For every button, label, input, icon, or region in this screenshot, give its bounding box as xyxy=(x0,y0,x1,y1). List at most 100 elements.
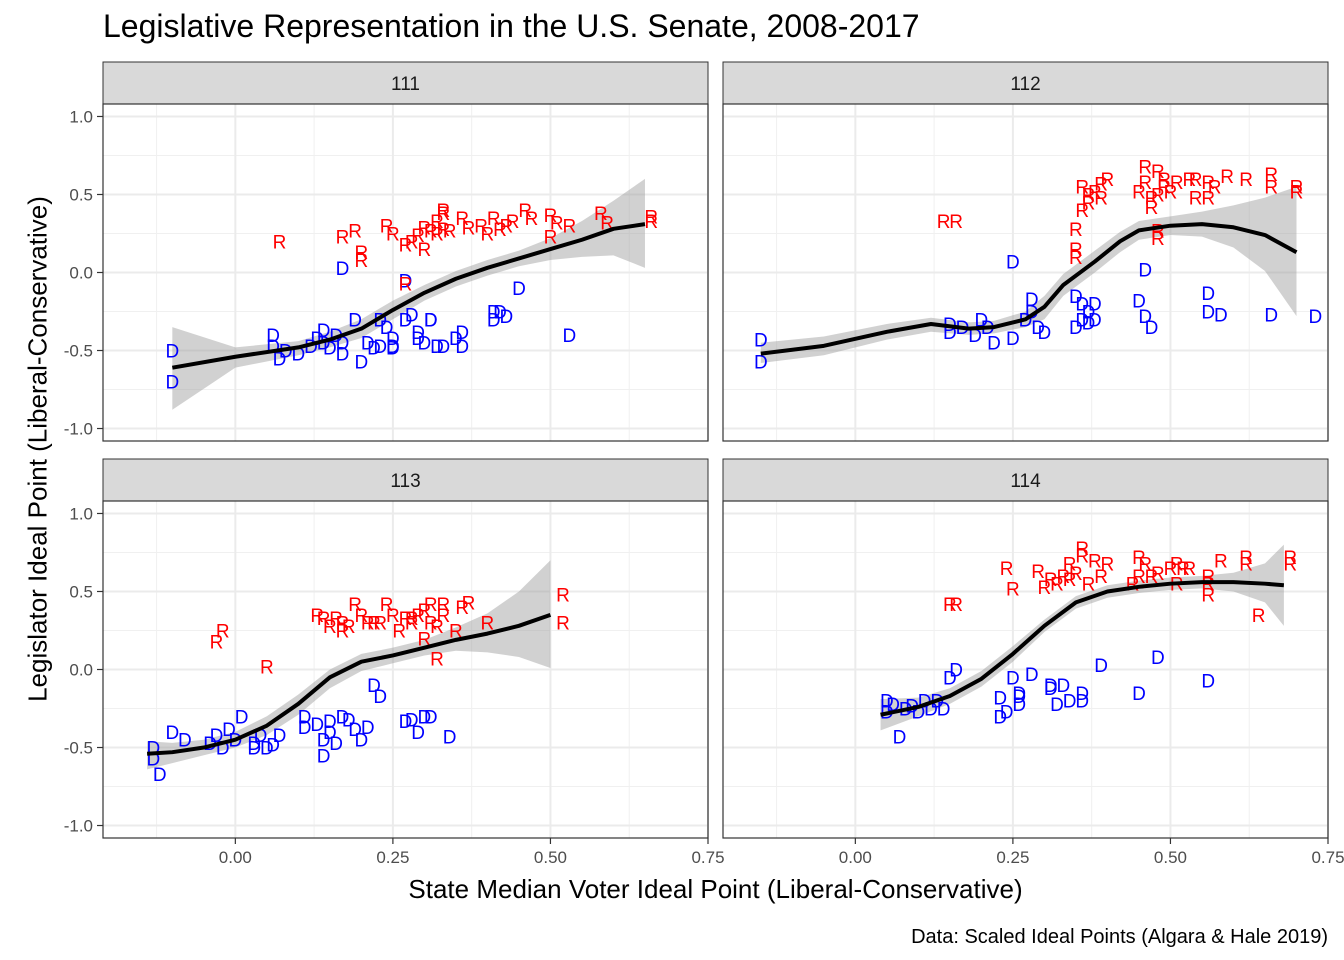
point-label-D: D xyxy=(1006,668,1020,689)
facet-panel-114: 114DDDDDDDDDDDDDDDDDDDDDDDDDDDDDDDDRRRRR… xyxy=(722,458,1344,867)
point-label-D: D xyxy=(1201,303,1215,324)
point-label-R: R xyxy=(1151,229,1165,250)
point-label-D: D xyxy=(1044,676,1058,697)
point-label-R: R xyxy=(1050,575,1064,596)
point-label-R: R xyxy=(430,650,444,671)
point-label-R: R xyxy=(1189,189,1203,210)
point-label-D: D xyxy=(1201,284,1215,305)
point-label-D: D xyxy=(1069,287,1083,308)
point-label-D: D xyxy=(386,338,400,359)
smooth-line xyxy=(880,580,1285,717)
point-label-D: D xyxy=(1012,687,1026,708)
y-tick-label: -1.0 xyxy=(64,817,93,836)
facet-panel-111: 111DDDDDDDDDDDDDDDDDDDDDDDDDDDDDDDDDDDDD… xyxy=(64,61,709,442)
point-label-D: D xyxy=(317,731,331,752)
point-label-R: R xyxy=(348,221,362,242)
point-label-R: R xyxy=(1201,586,1215,607)
point-label-D: D xyxy=(1151,648,1165,669)
point-label-R: R xyxy=(1164,182,1178,203)
point-label-D: D xyxy=(1006,329,1020,350)
point-label-D: D xyxy=(247,739,261,760)
point-label-R: R xyxy=(1094,175,1108,196)
point-label-R: R xyxy=(556,586,570,607)
point-label-R: R xyxy=(361,614,375,635)
point-label-D: D xyxy=(165,342,179,363)
point-label-R: R xyxy=(355,606,369,627)
point-label-D: D xyxy=(1214,306,1228,327)
point-label-D: D xyxy=(487,303,501,324)
point-label-D: D xyxy=(266,326,280,347)
point-label-D: D xyxy=(1025,290,1039,311)
point-label-R: R xyxy=(1157,170,1171,191)
point-label-R: R xyxy=(386,606,400,627)
point-label-D: D xyxy=(449,329,463,350)
point-label-D: D xyxy=(373,337,387,358)
point-label-D: D xyxy=(1000,703,1014,724)
x-axis-label: State Median Voter Ideal Point (Liberal-… xyxy=(408,874,1023,904)
y-tick-label: 1.0 xyxy=(69,107,93,126)
y-tick-label: 0.0 xyxy=(69,264,93,283)
point-label-D: D xyxy=(260,739,274,760)
point-label-D: D xyxy=(1012,684,1026,705)
point-label-D: D xyxy=(1038,323,1052,344)
point-label-R: R xyxy=(418,218,432,239)
y-tick-label: -1.0 xyxy=(64,420,93,439)
point-label-R: R xyxy=(644,212,658,233)
point-label-D: D xyxy=(493,303,507,324)
point-label-D: D xyxy=(1050,695,1064,716)
x-tick-label: 0.75 xyxy=(691,848,724,867)
x-tick-label: 0.50 xyxy=(1154,848,1187,867)
point-label-D: D xyxy=(411,723,425,744)
point-label-D: D xyxy=(987,334,1001,355)
point-label-D: D xyxy=(1075,692,1089,713)
point-label-R: R xyxy=(1126,575,1140,596)
point-label-D: D xyxy=(355,352,369,373)
point-label-D: D xyxy=(178,731,192,752)
point-label-R: R xyxy=(436,204,450,225)
point-label-D: D xyxy=(273,726,287,747)
point-label-D: D xyxy=(1132,684,1146,705)
point-label-R: R xyxy=(1101,554,1115,575)
point-label-R: R xyxy=(436,606,450,627)
point-label-R: R xyxy=(949,212,963,233)
point-label-R: R xyxy=(411,606,425,627)
point-label-R: R xyxy=(380,217,394,238)
point-label-D: D xyxy=(418,334,432,355)
point-label-D: D xyxy=(1075,684,1089,705)
point-label-R: R xyxy=(1264,165,1278,186)
point-label-R: R xyxy=(317,609,331,630)
point-label-R: R xyxy=(405,614,419,635)
point-label-R: R xyxy=(1132,567,1146,588)
panel-border xyxy=(722,500,1329,839)
point-label-D: D xyxy=(893,728,907,749)
point-label-R: R xyxy=(436,201,450,222)
point-label-R: R xyxy=(1220,167,1234,188)
point-label-R: R xyxy=(1094,567,1108,588)
confidence-band xyxy=(172,178,645,410)
point-label-R: R xyxy=(1056,567,1070,588)
point-label-R: R xyxy=(1290,178,1304,199)
point-label-D: D xyxy=(1145,318,1159,339)
point-label-D: D xyxy=(943,668,957,689)
point-label-R: R xyxy=(1000,559,1014,580)
point-label-R: R xyxy=(1138,173,1152,194)
x-tick-label: 0.50 xyxy=(534,848,567,867)
point-label-D: D xyxy=(937,700,951,721)
point-label-D: D xyxy=(1082,313,1096,334)
x-tick-label: 0.00 xyxy=(219,848,252,867)
point-label-R: R xyxy=(1063,570,1077,591)
point-label-R: R xyxy=(493,220,507,241)
point-label-R: R xyxy=(392,621,406,642)
point-label-D: D xyxy=(355,731,369,752)
point-label-R: R xyxy=(399,609,413,630)
point-label-D: D xyxy=(367,676,381,697)
point-label-R: R xyxy=(399,235,413,256)
point-label-D: D xyxy=(342,710,356,731)
point-label-D: D xyxy=(235,707,249,728)
point-label-R: R xyxy=(1145,198,1159,219)
point-label-R: R xyxy=(1082,185,1096,206)
point-label-D: D xyxy=(949,661,963,682)
point-label-R: R xyxy=(1063,554,1077,575)
point-label-D: D xyxy=(754,352,768,373)
point-label-R: R xyxy=(386,224,400,245)
